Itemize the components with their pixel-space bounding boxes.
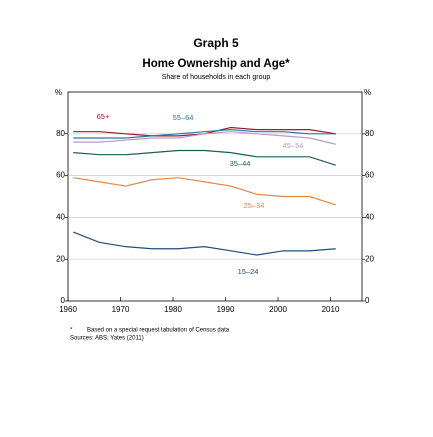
series-line: [73, 131, 336, 145]
footnote: Based on a special request tabulation of…: [87, 328, 230, 334]
x-tick-label: 2010: [322, 305, 340, 314]
series-label: 55–64: [173, 113, 194, 122]
y2-tick-label: 0: [365, 296, 370, 305]
y-unit: %: [55, 88, 62, 97]
series-line: [73, 129, 336, 139]
chart-subtitle: Home Ownership and Age*: [142, 58, 290, 70]
y-tick-label: 0: [61, 296, 66, 305]
y-tick-label: 40: [56, 213, 65, 222]
y2-tick-label: 80: [365, 129, 374, 138]
x-tick-label: 2000: [269, 305, 287, 314]
series-label: 45–54: [283, 141, 304, 150]
chart-note: Share of households in each group: [162, 74, 271, 81]
series-label: 25–34: [244, 201, 265, 210]
series-line: [73, 149, 336, 166]
y-tick-label: 20: [56, 254, 65, 263]
plot-frame: [67, 91, 363, 302]
chart-title: Graph 5: [193, 36, 239, 50]
series-label: 35–44: [230, 159, 251, 168]
y2-unit: %: [364, 88, 371, 97]
y2-tick-label: 20: [365, 254, 374, 263]
y-tick-label: 60: [56, 171, 65, 180]
y-tick-label: 80: [56, 129, 65, 138]
series-line: [73, 177, 336, 206]
y2-tick-label: 60: [365, 171, 374, 180]
x-tick-label: 1980: [164, 305, 182, 314]
series-label: 65+: [97, 112, 110, 121]
source: Sources: ABS; Yates (2011): [70, 336, 144, 342]
footnote-marker: *: [70, 328, 73, 334]
x-tick-label: 1970: [112, 305, 130, 314]
x-tick-label: 1960: [59, 305, 77, 314]
series-line: [73, 231, 336, 256]
x-tick-label: 1990: [217, 305, 235, 314]
y2-tick-label: 40: [365, 213, 374, 222]
series-label: 15–24: [238, 267, 259, 276]
